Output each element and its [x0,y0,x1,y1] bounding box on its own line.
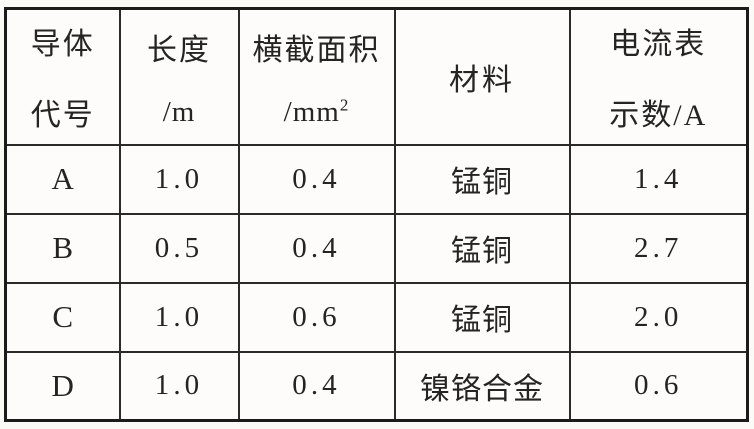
cell-length-C: 1.0 [118,281,240,353]
header-cross-section-unit: /mm2 [284,96,350,129]
cell-material-C: 锰铜 [393,281,571,353]
cell-area-B: 0.4 [237,212,396,284]
conductor-data-table: 导体 代号 长度 /m 横截面积 /mm2 [4,7,749,422]
cell-length-A: 1.0 [118,143,240,215]
header-cross-section-line1: 横截面积 [252,33,381,67]
header-ammeter: 电流表 示数/A [568,7,749,146]
header-ammeter-line1: 电流表 [610,28,707,62]
cell-current-B: 2.7 [568,212,749,284]
header-length-unit: /m [162,95,196,128]
header-material: 材料 [393,7,571,146]
table-row-A: A 1.0 0.4 锰铜 1.4 [4,143,749,215]
header-length: 长度 /m [118,7,240,146]
cell-area-C: 0.6 [237,281,396,353]
header-cross-section-unit-base: /mm [283,95,340,128]
header-conductor-code-line1: 导体 [30,28,95,62]
cell-code-B: B [4,212,121,284]
header-conductor-code: 导体 代号 [4,7,121,146]
cell-material-A: 锰铜 [393,143,571,215]
cell-current-A: 1.4 [568,143,749,215]
cell-code-A: A [4,143,121,215]
cell-length-D: 1.0 [118,350,240,422]
table-row-D: D 1.0 0.4 镍铬合金 0.6 [4,350,749,422]
cell-length-B: 0.5 [118,212,240,284]
header-cross-section: 横截面积 /mm2 [237,7,396,146]
cell-current-D: 0.6 [568,350,749,422]
cell-code-C: C [4,281,121,353]
table-row-B: B 0.5 0.4 锰铜 2.7 [4,212,749,284]
cell-area-D: 0.4 [237,350,396,422]
cell-code-D: D [4,350,121,422]
cell-material-D: 镍铬合金 [393,350,571,422]
header-cross-section-unit-sup: 2 [339,95,350,115]
header-row: 导体 代号 长度 /m 横截面积 /mm2 [4,7,749,146]
cell-material-B: 锰铜 [393,212,571,284]
header-material-label: 材料 [449,63,515,97]
cell-current-C: 2.0 [568,281,749,353]
header-length-line1: 长度 [147,33,211,67]
table-row-C: C 1.0 0.6 锰铜 2.0 [4,281,749,353]
cell-area-A: 0.4 [237,143,396,215]
header-conductor-code-line2: 代号 [30,99,95,133]
header-ammeter-line2: 示数/A [609,99,708,133]
